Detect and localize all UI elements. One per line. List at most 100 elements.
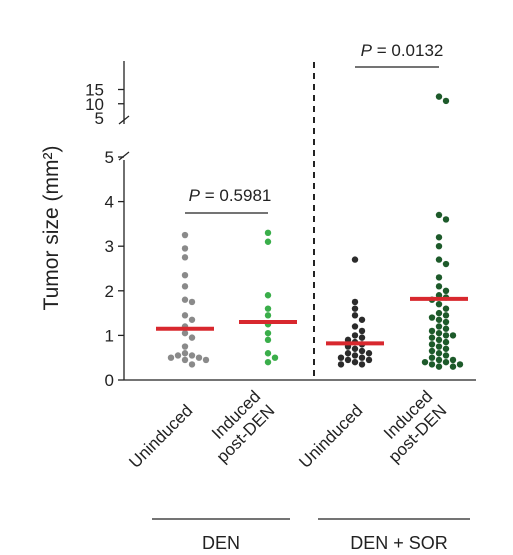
data-point: [195, 354, 203, 361]
data-point: [428, 327, 436, 335]
data-point: [435, 363, 443, 370]
data-point: [264, 292, 272, 299]
y-tick-label: 0: [105, 371, 114, 390]
data-point: [181, 245, 189, 252]
data-point: [435, 309, 443, 317]
data-point: [344, 356, 352, 364]
data-point: [181, 254, 189, 261]
data-point: [428, 334, 436, 341]
data-point: [358, 334, 366, 341]
data-point: [264, 238, 272, 245]
data-point: [181, 231, 189, 239]
data-point: [442, 305, 450, 312]
y-tick-label: 1: [105, 326, 114, 345]
category-label-line: Uninduced: [295, 401, 366, 472]
data-point: [188, 361, 196, 368]
y-tick-label: 10: [85, 95, 104, 114]
data-point: [351, 305, 359, 312]
data-point: [435, 323, 443, 330]
mean-layer: [156, 296, 468, 346]
data-point: [188, 352, 196, 359]
data-point: [435, 283, 443, 290]
data-point: [264, 229, 272, 237]
data-point: [181, 312, 189, 319]
data-point: [442, 352, 450, 359]
data-point: [264, 358, 272, 366]
p-value-label: P = 0.0132: [361, 41, 444, 60]
data-point: [181, 356, 189, 364]
data-point: [365, 356, 373, 364]
data-point: [428, 354, 436, 361]
data-point: [181, 350, 189, 357]
data-point: [442, 358, 450, 366]
y-tick-label: 15: [85, 81, 104, 100]
y-tick-label: 3: [105, 237, 114, 256]
data-point: [449, 356, 457, 364]
data-point: [435, 234, 443, 241]
data-point: [264, 305, 272, 312]
data-point: [435, 211, 443, 219]
y-tick-label: 5: [95, 109, 104, 128]
data-point: [442, 216, 450, 223]
axis-layer: [118, 61, 476, 520]
data-point: [351, 332, 359, 339]
category-label: Uninduced: [125, 401, 196, 472]
data-point: [337, 354, 345, 361]
data-point: [449, 363, 457, 370]
axis-break-mark-upper: [118, 115, 130, 125]
data-point: [442, 97, 450, 105]
data-point: [435, 300, 443, 308]
data-point: [435, 256, 443, 263]
category-label-line: Uninduced: [125, 401, 196, 472]
data-point: [351, 352, 359, 359]
data-point: [188, 316, 196, 323]
data-point: [435, 336, 443, 344]
data-point: [264, 336, 272, 344]
data-point: [337, 361, 345, 368]
data-point: [351, 256, 359, 263]
data-point: [442, 287, 450, 294]
data-point: [181, 343, 189, 350]
data-point: [442, 312, 450, 319]
data-point: [181, 296, 189, 303]
data-point: [449, 332, 457, 339]
data-point: [435, 93, 443, 100]
data-point: [435, 243, 443, 250]
data-point: [351, 298, 359, 306]
data-point: [181, 271, 189, 279]
data-point: [435, 274, 443, 281]
data-point: [271, 354, 279, 361]
data-point: [442, 332, 450, 339]
data-point: [421, 358, 429, 366]
group-label: DEN + SOR: [350, 533, 448, 553]
data-point: [174, 352, 182, 359]
y-tick-label: 5: [105, 148, 114, 167]
data-point: [442, 318, 450, 326]
data-point: [181, 283, 189, 290]
data-point: [358, 347, 366, 355]
data-point: [351, 358, 359, 366]
data-point: [358, 361, 366, 368]
data-point: [264, 312, 272, 319]
data-point: [358, 354, 366, 361]
data-point: [435, 350, 443, 357]
data-point: [264, 329, 272, 337]
data-point: [456, 361, 464, 368]
p-value-label: P = 0.5981: [189, 186, 272, 205]
data-point: [181, 329, 189, 337]
data-point: [167, 354, 175, 361]
data-point: [344, 350, 352, 357]
data-point: [428, 347, 436, 355]
data-point: [428, 361, 436, 368]
group-label: DEN: [202, 533, 240, 553]
data-point: [435, 316, 443, 323]
data-point: [351, 345, 359, 352]
data-point: [435, 356, 443, 364]
data-point: [435, 343, 443, 350]
data-point: [358, 327, 366, 335]
data-point: [428, 314, 436, 321]
